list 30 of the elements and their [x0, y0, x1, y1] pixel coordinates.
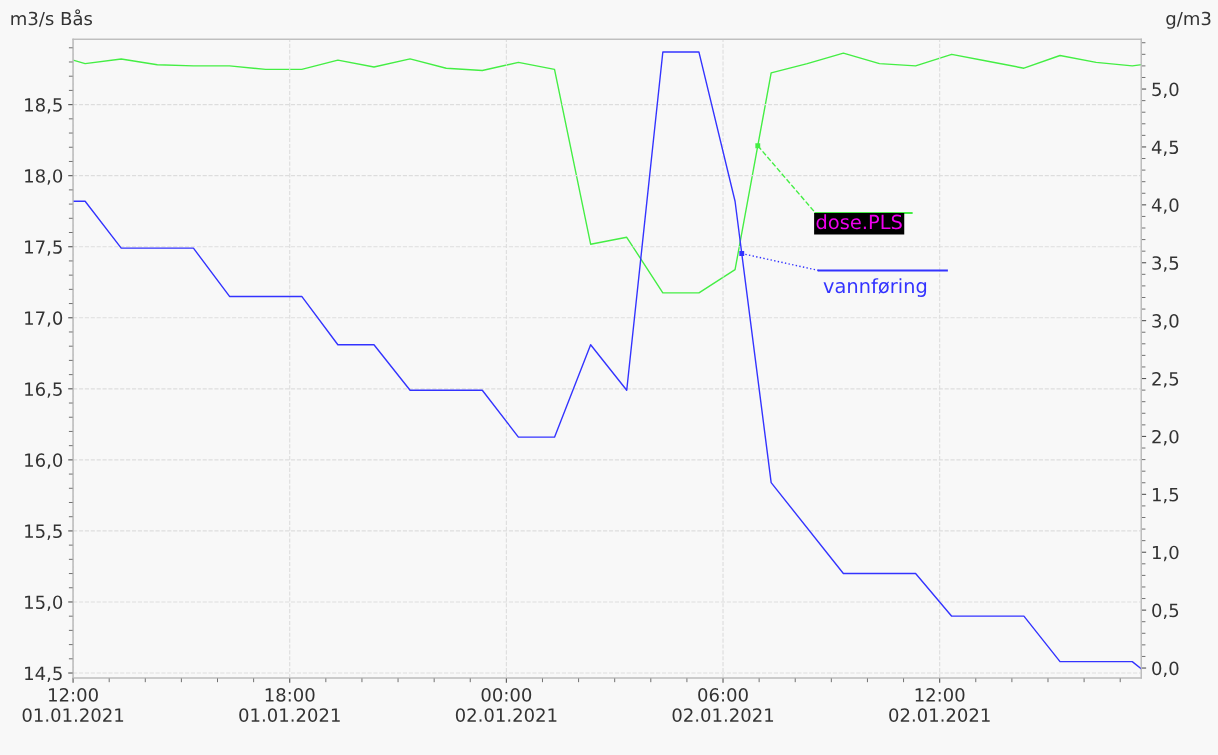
- x-tick-label: 12:00 01.01.2021: [22, 688, 124, 722]
- y2-tick-label: 1,0: [1152, 545, 1179, 562]
- y2-tick-label: 4,5: [1151, 140, 1179, 156]
- line-series: [73, 51, 1142, 670]
- y2-axis-title: g/m3: [1166, 11, 1211, 29]
- y-axis-title: m3/s Bås: [11, 9, 93, 27]
- y2-tick-label: 2,0: [1152, 429, 1179, 446]
- x-tick-label: 00:00 02.01.2021: [455, 688, 557, 722]
- y-tick-label: 17,5: [25, 240, 62, 256]
- y2-tick-label: 0,0: [1152, 661, 1179, 677]
- y2-tick-label: 1,5: [1152, 488, 1179, 504]
- text: vannføring: [823, 278, 927, 297]
- y-tick-label: 16,0: [25, 453, 63, 469]
- y-tick-label: 15,0: [25, 595, 63, 611]
- y2-tick-label: 3,0: [1152, 314, 1179, 330]
- y2-tick-label: 0,5: [1152, 603, 1179, 620]
- y2-tick-label: 3,5: [1152, 256, 1179, 272]
- y2-tick-label: 4,0: [1151, 198, 1179, 214]
- y-tick-label: 18,0: [25, 169, 63, 185]
- y-tick-label: 17,0: [25, 311, 63, 327]
- y-tick-label: 14,5: [25, 666, 62, 682]
- x-tick-label: 12:00 02.01.2021: [889, 688, 990, 722]
- y-tick-label: 15,5: [25, 524, 62, 540]
- y2-tick-label: 2,5: [1152, 372, 1179, 388]
- x-tick-label: 18:00 01.01.2021: [239, 688, 340, 722]
- y-tick-label: 18,5: [25, 98, 62, 114]
- x-tick-label: 06:00 02.01.2021: [672, 688, 774, 722]
- y2-tick-label: 5,0: [1152, 82, 1179, 99]
- legend-label: dose.PLS: [816, 214, 902, 230]
- y-tick-label: 16,5: [25, 382, 62, 398]
